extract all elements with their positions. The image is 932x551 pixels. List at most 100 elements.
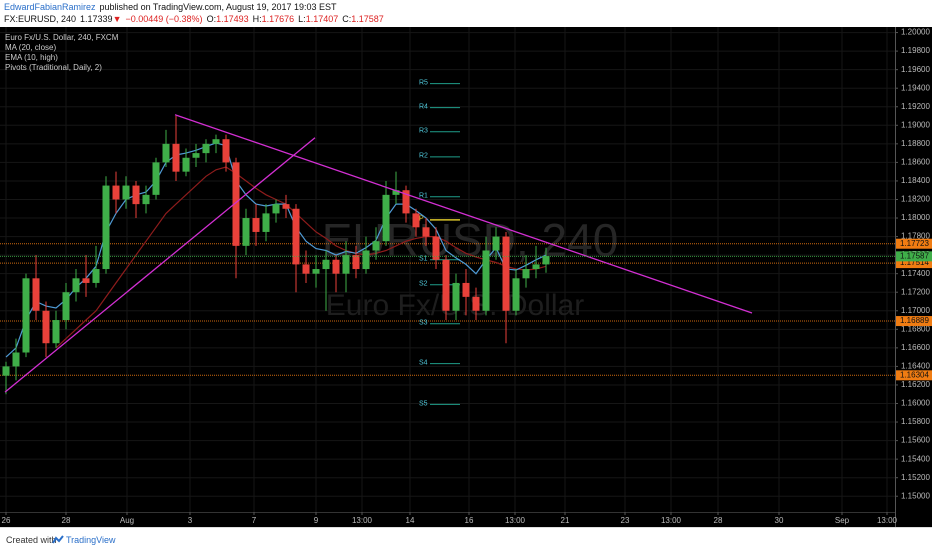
y-tick-label: 1.19600 xyxy=(901,65,930,74)
y-tick-label: 1.17400 xyxy=(901,269,930,278)
x-tick-label: 13:00 xyxy=(661,516,682,525)
price-line-label: 1.16889 xyxy=(900,316,929,325)
x-tick-label: 28 xyxy=(714,516,723,525)
x-tick-label: 9 xyxy=(314,516,319,525)
candle-body xyxy=(182,157,190,172)
y-tick-label: 1.17000 xyxy=(901,306,930,315)
candle-body xyxy=(32,278,40,311)
y-tick-label: 1.18000 xyxy=(901,213,930,222)
indicator-line xyxy=(55,166,547,349)
axes: 1.20000 1.19800 1.19600 1.19400 1.19200 1.190… xyxy=(2,28,932,525)
candle-body xyxy=(92,269,100,283)
y-tick-label: 1.15000 xyxy=(901,491,930,500)
candle-body xyxy=(362,250,370,270)
y-tick-label: 1.15200 xyxy=(901,473,930,482)
candle-body xyxy=(432,236,440,260)
pivot-label: S4 xyxy=(419,359,428,366)
x-tick-label: 7 xyxy=(252,516,257,525)
candle-body xyxy=(462,282,470,297)
candle-body xyxy=(282,204,290,209)
candle-body xyxy=(382,194,390,242)
candle-body xyxy=(272,204,280,214)
candle-body xyxy=(202,143,210,154)
legend-title: Euro Fx/U.S. Dollar, 240, FXCM xyxy=(5,33,119,42)
trendline xyxy=(174,114,753,314)
x-tick-label: 21 xyxy=(561,516,570,525)
pivot-label: S1 xyxy=(419,256,428,263)
candle-body xyxy=(502,236,510,311)
candle-body xyxy=(452,282,460,311)
candle-body xyxy=(322,259,330,270)
candle-body xyxy=(312,269,320,274)
pivot-label: R2 xyxy=(419,153,428,160)
ohlc-label: L: xyxy=(298,14,306,24)
pivot-label: S2 xyxy=(419,281,428,288)
price-line-label: 1.17514 xyxy=(900,258,929,267)
candle-body xyxy=(412,213,420,228)
candle-body xyxy=(52,320,60,344)
candle-body xyxy=(302,264,310,274)
ohlc: O:1.17493 H:1.17676 L:1.17407 C:1.17587 xyxy=(203,14,384,24)
y-tick-label: 1.15400 xyxy=(901,454,930,463)
candle-body xyxy=(212,139,220,144)
candle-body xyxy=(122,185,130,200)
candle-body xyxy=(22,278,30,353)
last: 1.17339 xyxy=(80,14,113,24)
price-line-tag xyxy=(896,316,932,327)
candle-body xyxy=(402,190,410,214)
candle-body xyxy=(292,208,300,265)
y-tick-label: 1.17800 xyxy=(901,232,930,241)
candle-body xyxy=(442,259,450,311)
legend-entry: MA (20, close) xyxy=(5,43,56,52)
candle-body xyxy=(252,218,260,232)
footer: Created with TradingView xyxy=(0,527,932,551)
grid xyxy=(0,27,895,512)
y-tick-label: 1.16600 xyxy=(901,343,930,352)
candle-body xyxy=(142,194,150,205)
price-line-label: 1.16304 xyxy=(900,370,929,379)
x-tick-label: 13:00 xyxy=(877,516,898,525)
pivot-label: R4 xyxy=(419,104,428,111)
author[interactable]: EdwardFabianRamirez xyxy=(4,2,96,12)
header: EdwardFabianRamirez published on TradingV… xyxy=(0,0,932,27)
candle-body xyxy=(242,218,250,246)
y-tick-label: 1.19000 xyxy=(901,120,930,129)
last-price-label: 1.17587 xyxy=(900,251,929,260)
x-tick-label: 3 xyxy=(188,516,193,525)
y-tick-label: 1.16400 xyxy=(901,362,930,371)
ohlc-value: 1.17493 xyxy=(216,14,249,24)
candle-body xyxy=(192,153,200,158)
candle-body xyxy=(372,241,380,251)
y-tick-label: 1.20000 xyxy=(901,28,930,37)
candle-body xyxy=(112,185,120,200)
candle-body xyxy=(542,256,550,265)
candle-body xyxy=(42,310,50,344)
pivot-label: P xyxy=(419,216,424,223)
ohlc-value: 1.17407 xyxy=(305,14,339,24)
price-line-tag xyxy=(896,258,932,269)
candle-body xyxy=(162,143,170,163)
brand[interactable]: TradingView xyxy=(66,535,116,545)
price-line-label: 1.17723 xyxy=(900,239,929,248)
candle-body xyxy=(332,259,340,274)
pivot-label: S3 xyxy=(419,320,428,327)
publish-line: EdwardFabianRamirez published on TradingV… xyxy=(4,1,337,13)
arrow: ▼ xyxy=(112,14,122,24)
ohlc-value: 1.17676 xyxy=(261,14,295,24)
candle-body xyxy=(522,269,530,279)
ohlc-value: 1.17587 xyxy=(351,14,384,24)
logo xyxy=(52,535,64,544)
candle-body xyxy=(232,162,240,246)
pivot-label: S5 xyxy=(419,400,428,407)
y-tick-label: 1.17200 xyxy=(901,287,930,296)
watermark-symbol: EURUSD, 240 xyxy=(322,214,619,266)
y-tick-label: 1.18800 xyxy=(901,139,930,148)
y-tick-label: 1.19400 xyxy=(901,83,930,92)
candle-body xyxy=(512,278,520,311)
candle-body xyxy=(12,352,20,367)
x-tick-label: 13:00 xyxy=(505,516,526,525)
candle-body xyxy=(392,190,400,195)
candle-body xyxy=(492,236,500,251)
x-tick-label: 13:00 xyxy=(352,516,373,525)
